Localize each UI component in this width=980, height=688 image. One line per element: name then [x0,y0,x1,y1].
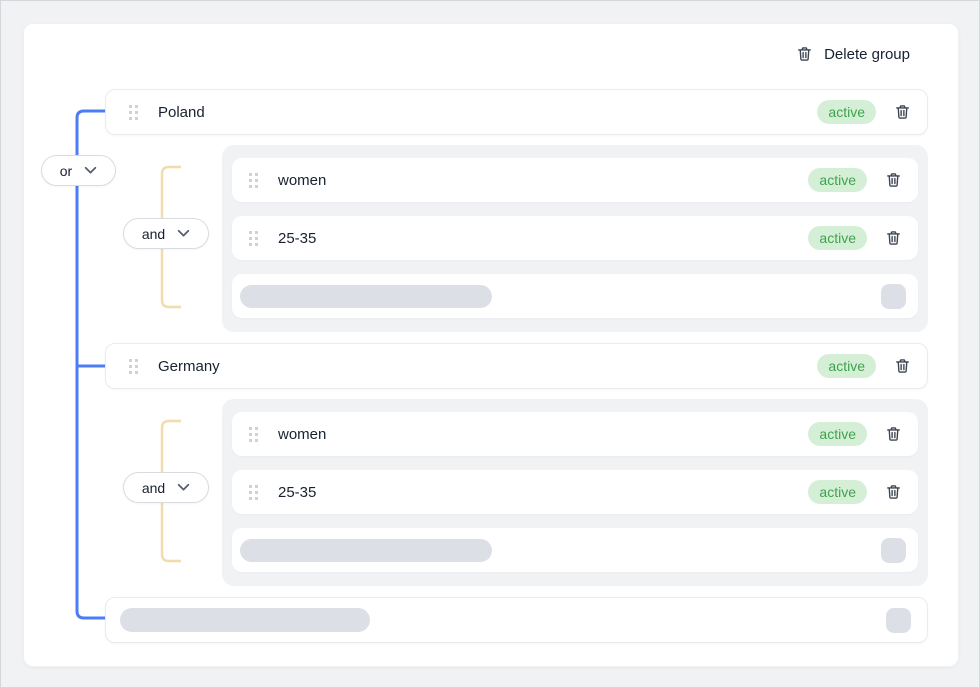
status-badge[interactable]: active [817,354,876,378]
group-row-germany: Germany active [105,343,928,389]
operator-value: and [141,225,166,242]
condition-row: women active [232,412,918,456]
trash-icon [887,173,900,187]
status-badge[interactable]: active [808,226,867,250]
drag-handle-icon[interactable] [248,172,260,189]
operator-value: or [59,162,73,179]
condition-label: women [278,171,327,189]
status-badge[interactable]: active [808,480,867,504]
chevron-down-icon [177,483,190,491]
condition-label: 25-35 [278,229,317,247]
group-label: Poland [158,103,205,121]
trash-icon [896,105,909,119]
trash-icon [896,359,909,373]
delete-row-button[interactable] [894,103,911,121]
status-badge[interactable]: active [808,168,867,192]
trash-icon [887,485,900,499]
skeleton-bar [120,608,370,632]
operator-value: and [141,479,166,496]
group-operator-dropdown[interactable]: and [123,472,209,503]
delete-row-button[interactable] [885,171,902,189]
status-badge[interactable]: active [808,422,867,446]
condition-group: women active 25-35 active [222,399,928,586]
group-operator-dropdown[interactable]: and [123,218,209,249]
trash-icon [798,47,812,61]
delete-group-label: Delete group [824,45,910,63]
condition-row: 25-35 active [232,470,918,514]
skeleton-bar [240,538,492,562]
placeholder-condition-row [232,274,918,318]
placeholder-group-row [105,597,928,643]
drag-handle-icon[interactable] [248,230,260,247]
condition-label: 25-35 [278,483,317,501]
root-operator-dropdown[interactable]: or [41,155,116,186]
chevron-down-icon [177,229,190,237]
delete-group-button[interactable]: Delete group [796,42,910,66]
drag-handle-icon[interactable] [128,104,140,121]
chevron-down-icon [84,166,97,174]
condition-label: women [278,425,327,443]
trash-icon [887,231,900,245]
skeleton-bar [240,284,492,308]
condition-row: women active [232,158,918,202]
placeholder-condition-row [232,528,918,572]
condition-row: 25-35 active [232,216,918,260]
delete-row-button[interactable] [894,357,911,375]
condition-group: women active 25-35 active [222,145,928,332]
delete-row-button[interactable] [885,483,902,501]
drag-handle-icon[interactable] [128,358,140,375]
skeleton-square [881,537,906,563]
drag-handle-icon[interactable] [248,426,260,443]
status-badge[interactable]: active [817,100,876,124]
trash-icon [887,427,900,441]
drag-handle-icon[interactable] [248,484,260,501]
group-label: Germany [158,357,220,375]
delete-row-button[interactable] [885,425,902,443]
group-row-poland: Poland active [105,89,928,135]
skeleton-square [881,283,906,309]
skeleton-square [886,607,911,633]
delete-row-button[interactable] [885,229,902,247]
